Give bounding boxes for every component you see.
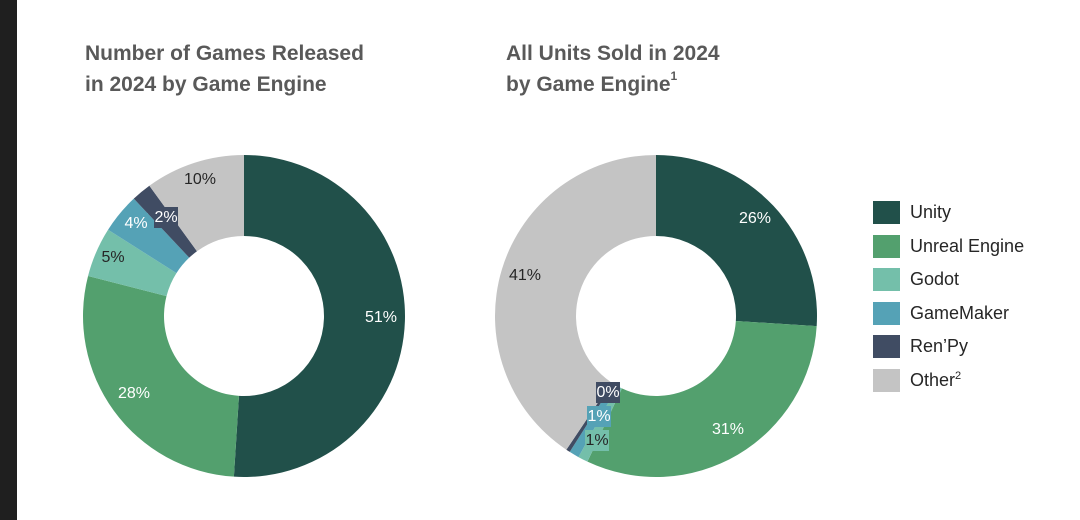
legend-item-unreal-engine: Unreal Engine bbox=[873, 230, 1024, 264]
legend-label: Other2 bbox=[910, 370, 961, 391]
legend-label-text: Unreal Engine bbox=[910, 235, 1025, 256]
slice-godot bbox=[88, 229, 177, 297]
legend-label: Godot bbox=[910, 269, 959, 290]
data-label-renpy: 0% bbox=[596, 384, 619, 401]
legend-label-text: Godot bbox=[910, 269, 960, 290]
legend-label: Unreal Engine bbox=[910, 236, 1024, 257]
legend-label: Unity bbox=[910, 202, 951, 223]
slice-other bbox=[494, 155, 656, 450]
chart-title-games-released: Number of Games Released in 2024 by Game… bbox=[85, 38, 364, 100]
footnote-marker: 1 bbox=[670, 69, 678, 83]
data-label-box-renpy bbox=[154, 207, 178, 228]
legend-label-text: Unity bbox=[910, 202, 952, 223]
data-label-other: 41% bbox=[509, 267, 541, 284]
chart-title-units-sold: All Units Sold in 2024 by Game Engine1 bbox=[506, 38, 720, 100]
slice-other bbox=[149, 155, 244, 252]
donut-chart-units-sold: 26% 31% 1% 1% 0% 41% bbox=[494, 155, 817, 478]
data-label-unreal-engine: 28% bbox=[118, 385, 150, 402]
legend-label-text: GameMaker bbox=[910, 302, 1010, 323]
data-label-gamemaker: 1% bbox=[587, 408, 610, 425]
legend-item-gamemaker: GameMaker bbox=[873, 297, 1024, 331]
legend: Unity Unreal Engine Godot GameMaker Ren’… bbox=[873, 196, 1024, 397]
legend-swatch bbox=[873, 268, 900, 292]
title-line: by Game Engine1 bbox=[506, 69, 720, 100]
data-label-box-renpy bbox=[596, 382, 620, 403]
title-line: in 2024 by Game Engine bbox=[85, 73, 327, 96]
legend-swatch bbox=[873, 234, 900, 258]
title-line-text: by Game Engine bbox=[506, 73, 671, 96]
legend-swatch bbox=[873, 335, 900, 359]
data-label-box-gamemaker bbox=[124, 213, 148, 234]
legend-item-unity: Unity bbox=[873, 196, 1024, 230]
legend-label-text: Ren’Py bbox=[910, 336, 969, 357]
legend-swatch bbox=[873, 301, 900, 325]
data-label-unity: 26% bbox=[739, 210, 771, 227]
slice-unity bbox=[233, 155, 406, 478]
legend-item-godot: Godot bbox=[873, 263, 1024, 297]
footnote-marker: 2 bbox=[955, 369, 962, 382]
legend-label: GameMaker bbox=[910, 303, 1009, 324]
title-line: Number of Games Released bbox=[85, 42, 364, 65]
data-label-unreal-engine: 31% bbox=[712, 421, 744, 438]
data-label-other: 10% bbox=[184, 171, 216, 188]
title-line: All Units Sold in 2024 bbox=[506, 42, 720, 65]
legend-label-text: Other bbox=[910, 369, 956, 390]
legend-swatch bbox=[873, 201, 900, 225]
slice-unity bbox=[656, 155, 817, 327]
data-label-godot: 5% bbox=[101, 249, 124, 266]
donut-chart-games-released: 51% 28% 5%4% 2% 10% bbox=[83, 155, 406, 478]
data-label-renpy: 2% bbox=[154, 209, 177, 226]
slice-unreal-engine bbox=[587, 321, 817, 478]
left-edge-bar bbox=[0, 0, 17, 520]
data-label-gamemaker: 4% bbox=[124, 215, 147, 232]
data-label-unity: 51% bbox=[365, 309, 397, 326]
legend-item-renpy: Ren’Py bbox=[873, 330, 1024, 364]
data-label-godot: 1% bbox=[585, 432, 608, 449]
data-label-box-godot bbox=[585, 430, 609, 451]
legend-swatch bbox=[873, 368, 900, 392]
data-label-box-gamemaker bbox=[587, 406, 611, 427]
slice-unreal-engine bbox=[83, 275, 239, 477]
legend-item-other: Other2 bbox=[873, 364, 1024, 398]
legend-label: Ren’Py bbox=[910, 336, 968, 357]
